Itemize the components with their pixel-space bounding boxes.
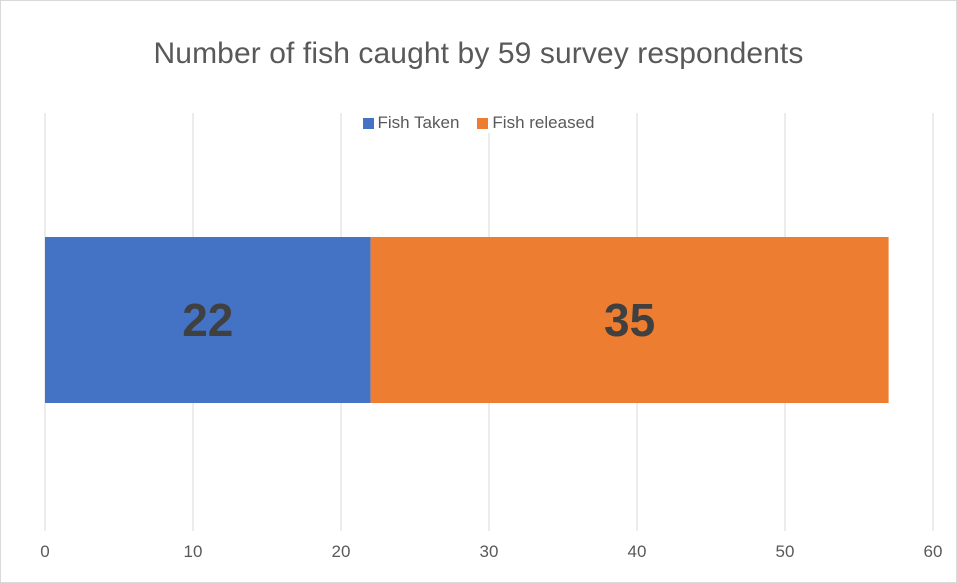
legend-item-fish-taken: Fish Taken [360, 113, 462, 133]
legend-swatch-fish-released [477, 117, 489, 129]
x-tick-labels: 0 10 20 30 40 50 60 [40, 542, 942, 561]
x-tick-label-10: 10 [184, 542, 203, 561]
legend-label-fish-taken: Fish Taken [377, 113, 460, 132]
legend-swatch-fish-taken [362, 117, 374, 129]
legend-label-fish-released: Fish released [492, 113, 595, 132]
bars [45, 237, 889, 403]
legend-item-fish-released: Fish released [475, 113, 597, 133]
chart-title: Number of fish caught by 59 survey respo… [153, 37, 804, 70]
bar-fish-released [370, 237, 889, 403]
data-labels: 22 35 [182, 294, 655, 346]
x-tick-label-50: 50 [776, 542, 795, 561]
x-tick-label-40: 40 [628, 542, 647, 561]
legend: Fish Taken Fish released [1, 113, 956, 133]
bar-fish-taken [45, 237, 371, 403]
data-label-fish-released: 35 [604, 294, 655, 346]
x-tick-label-0: 0 [40, 542, 49, 561]
x-tick-label-20: 20 [332, 542, 351, 561]
x-tick-label-30: 30 [480, 542, 499, 561]
x-tick-label-60: 60 [924, 542, 943, 561]
data-label-fish-taken: 22 [182, 294, 233, 346]
